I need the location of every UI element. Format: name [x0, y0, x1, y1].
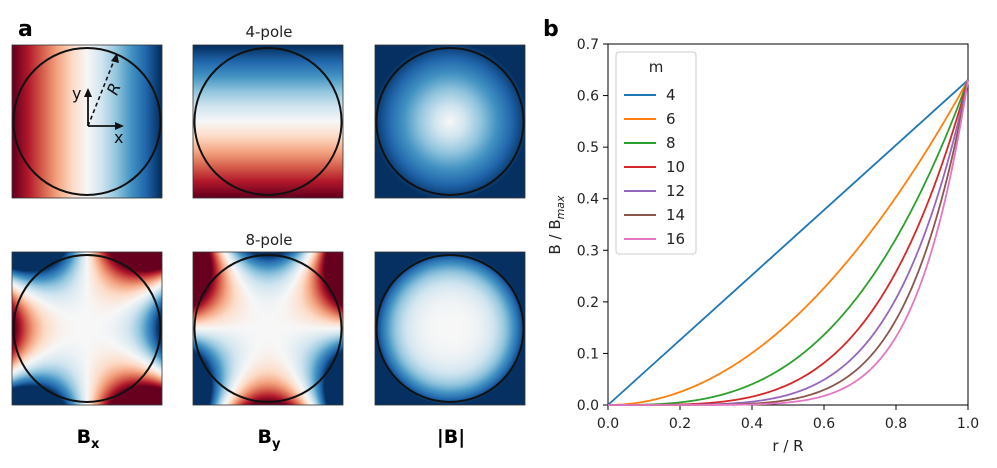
field-map-bmag-4-pole — [375, 45, 525, 198]
aperture-circle — [12, 253, 162, 404]
series-line-m6 — [607, 79, 969, 406]
legend-label-m16: 16 — [666, 230, 685, 248]
field-maps — [11, 44, 526, 406]
field-map-frame — [192, 251, 344, 406]
y-axis-label-inset: y — [72, 84, 81, 103]
x-tick-label: 0.0 — [597, 416, 619, 432]
x-tick-label: 0.2 — [669, 416, 691, 432]
field-map-bx-8-pole — [12, 252, 162, 405]
aperture-circle — [193, 253, 343, 404]
field-map-by-8-pole — [193, 252, 343, 405]
field-map-frame — [374, 251, 526, 406]
y-tick-label: 0.5 — [577, 140, 599, 156]
field-map-frame — [374, 44, 526, 199]
y-ticks: 0.0 0.1 0.2 0.3 0.4 0.5 0.6 0.7 — [577, 37, 608, 414]
column-label-by: By — [258, 426, 281, 452]
field-map-frame — [192, 44, 344, 199]
field-map-bmag-8-pole — [375, 252, 525, 405]
x-ticks: 0.0 0.2 0.4 0.6 0.8 1.0 — [597, 405, 979, 432]
x-axis-label: r / R — [772, 437, 803, 455]
x-tick-label: 0.8 — [885, 416, 907, 432]
aperture-circle — [375, 253, 525, 404]
panel-letter-a: a — [18, 17, 33, 42]
y-tick-label: 0.3 — [577, 243, 599, 259]
aperture-circle — [193, 46, 343, 197]
y-tick-label: 0.4 — [577, 192, 599, 208]
column-label-bx: Bx — [77, 426, 100, 452]
legend-label-m12: 12 — [666, 182, 685, 200]
y-tick-label: 0.7 — [577, 37, 599, 53]
field-map-bx-4-pole — [12, 45, 162, 198]
aperture-circle — [375, 46, 525, 197]
series-line-m8 — [608, 79, 969, 406]
y-axis-label: B / Bmax — [546, 195, 567, 255]
y-tick-label: 0.1 — [577, 346, 599, 362]
line-chart: 0.0 0.1 0.2 0.3 0.4 0.5 0.6 0.7 0.0 0.2 0.4 0.6 0.8… — [546, 37, 979, 455]
field-map-frame — [11, 251, 163, 406]
row-title-8-pole: 8-pole — [245, 231, 292, 249]
legend-label-m8: 8 — [666, 134, 676, 152]
series-line-m16 — [608, 79, 969, 406]
panel-letter-b: b — [543, 17, 559, 42]
column-label-bmag: |B| — [437, 426, 465, 448]
field-map-frame — [11, 44, 163, 199]
x-tick-label: 0.6 — [813, 416, 835, 432]
aperture-circle — [12, 46, 162, 197]
series-line-m4 — [607, 79, 969, 406]
series-lines — [607, 79, 969, 406]
legend-label-m14: 14 — [666, 206, 685, 224]
y-tick-label: 0.0 — [577, 398, 599, 414]
legend: m 4 6 8 10 12 14 16 — [615, 51, 697, 255]
x-tick-label: 1.0 — [957, 416, 979, 432]
plot-frame — [607, 43, 969, 406]
x-tick-label: 0.4 — [741, 416, 763, 432]
y-tick-label: 0.2 — [577, 295, 599, 311]
row-title-4-pole: 4-pole — [245, 23, 292, 41]
y-tick-label: 0.6 — [577, 89, 599, 105]
field-map-by-4-pole — [193, 45, 343, 198]
legend-label-m6: 6 — [666, 110, 676, 128]
x-axis-label-inset: x — [114, 128, 123, 147]
legend-label-m4: 4 — [666, 86, 676, 104]
legend-title: m — [649, 58, 664, 76]
legend-label-m10: 10 — [666, 158, 685, 176]
legend-box — [615, 51, 697, 255]
